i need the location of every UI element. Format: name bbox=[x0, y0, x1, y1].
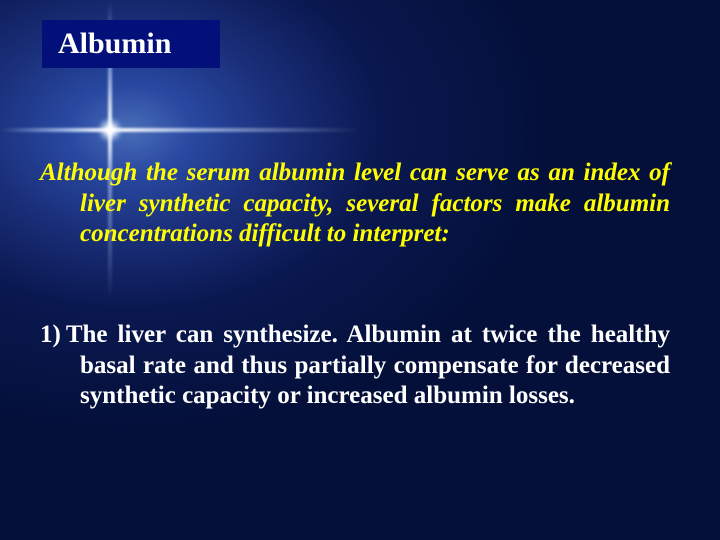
point-1-text: 1) The liver can synthesize. Albumin at … bbox=[40, 320, 670, 412]
point-1-paragraph: 1) The liver can synthesize. Albumin at … bbox=[40, 320, 670, 412]
lens-flare-core bbox=[98, 118, 122, 142]
intro-paragraph: Although the serum albumin level can ser… bbox=[40, 158, 670, 250]
slide-title: Albumin bbox=[58, 27, 171, 61]
title-box: Albumin bbox=[42, 20, 220, 68]
lens-flare-horizontal bbox=[0, 128, 360, 132]
intro-text: Although the serum albumin level can ser… bbox=[40, 158, 670, 250]
